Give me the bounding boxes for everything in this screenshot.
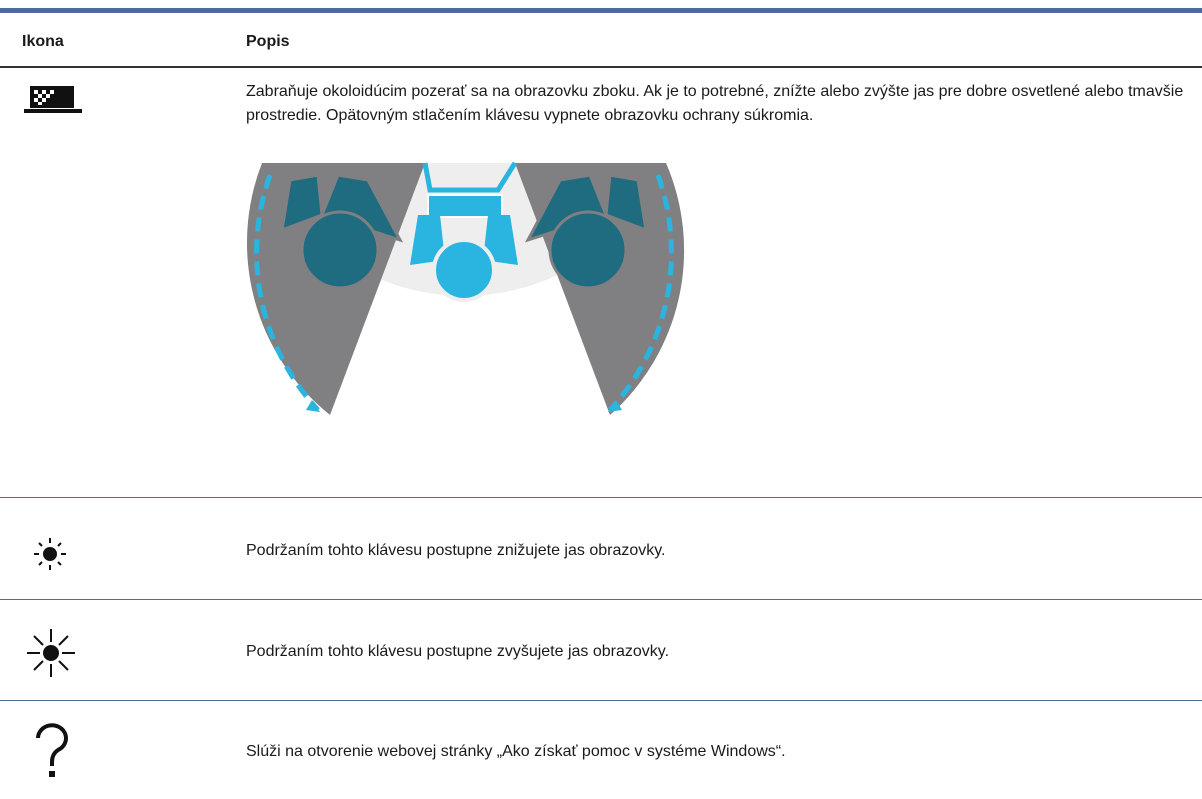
top-border [0,8,1202,13]
header-rule [0,66,1202,68]
privacy-illustration [246,161,685,415]
row-description: Podržaním tohto klávesu postupne znižuje… [246,542,666,559]
header-cell: Popis [246,33,290,50]
row-description: Slúži na otvorenie webovej stránky „Ako … [246,743,786,760]
privacy-icon [24,86,82,113]
row-rule [0,700,1202,701]
row-description: Zabraňuje okoloidúcim pozerať sa na obra… [246,83,1184,124]
brightness-up-icon [27,629,75,677]
row-rule [0,497,1202,498]
row-rule [0,599,1202,600]
header-cell: Ikona [22,33,64,50]
help-icon [36,723,68,777]
brightness-down-icon [34,538,66,570]
row-description: Podržaním tohto klávesu postupne zvyšuje… [246,643,670,660]
